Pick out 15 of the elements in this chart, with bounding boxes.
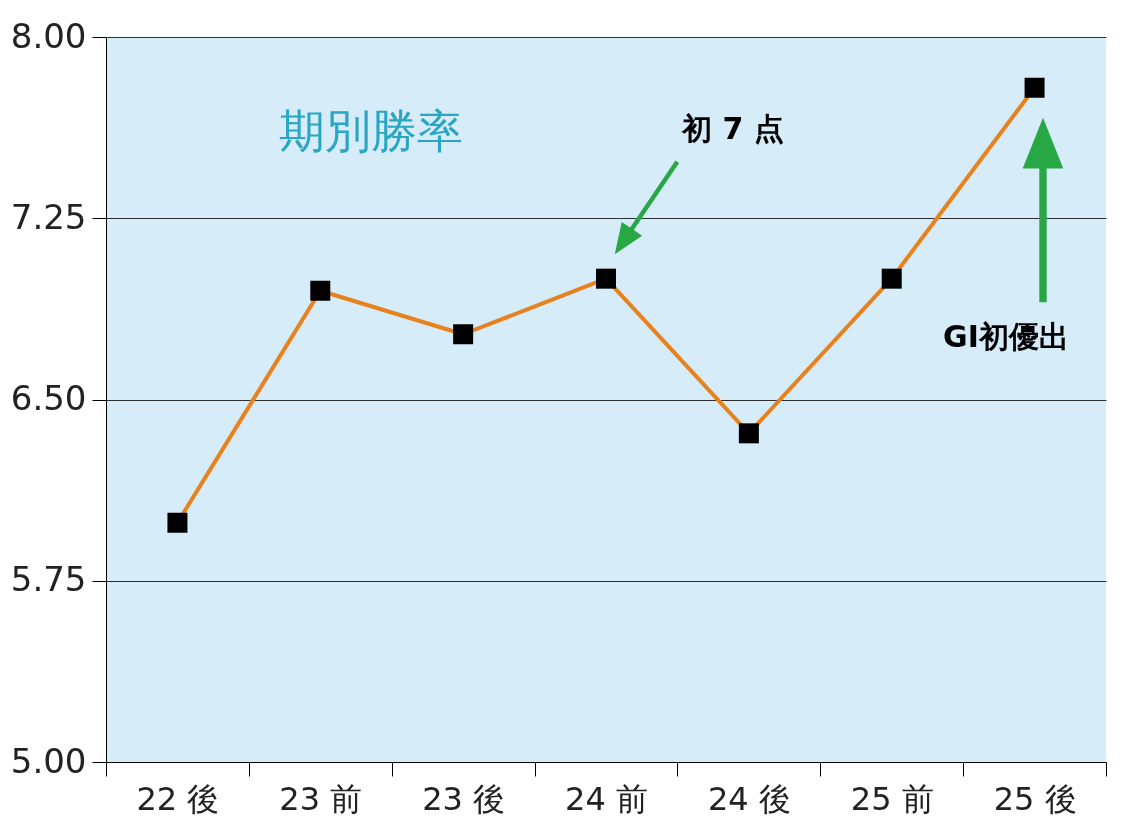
- x-tick-label: 22 後: [136, 779, 220, 818]
- x-tick-label: 23 後: [422, 779, 506, 818]
- y-tick-label: 7.25: [10, 196, 87, 237]
- y-tick-label: 8.00: [10, 15, 87, 56]
- y-tick-label: 5.75: [10, 559, 87, 600]
- x-tick-label: 23 前: [279, 779, 363, 818]
- y-tick-label: 5.00: [10, 740, 87, 781]
- x-tick-label: 25 後: [993, 779, 1077, 818]
- x-tick-label: 24 後: [707, 779, 791, 818]
- x-tick-label: 24 前: [565, 779, 648, 818]
- annotation: GI初優出: [943, 319, 1069, 354]
- annotation: 初 7 点: [681, 111, 784, 146]
- y-tick-label: 6.50: [10, 378, 87, 418]
- text: 期別勝率: [279, 104, 463, 158]
- x-tick-label: 25 前: [850, 779, 934, 818]
